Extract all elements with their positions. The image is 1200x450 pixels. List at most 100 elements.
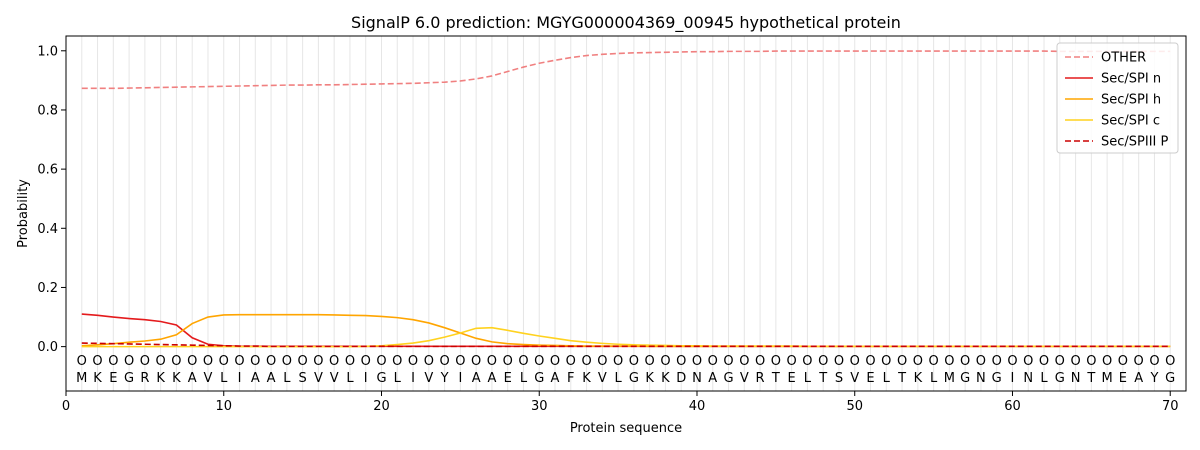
series-line-sec-spiii-p xyxy=(81,342,1171,348)
region-label: O xyxy=(676,354,686,369)
region-label: O xyxy=(1023,354,1033,369)
residue-label: N xyxy=(692,371,702,386)
region-label: O xyxy=(597,354,607,369)
region-label: O xyxy=(392,354,402,369)
legend-label: Sec/SPI n xyxy=(1101,72,1161,87)
region-label: O xyxy=(108,354,118,369)
series-line-sec-spi-h xyxy=(81,313,1171,348)
residue-label: D xyxy=(676,371,686,386)
residue-label: G xyxy=(723,371,733,386)
residue-label: E xyxy=(1119,371,1127,386)
residue-label: V xyxy=(314,371,323,386)
residue-label: R xyxy=(140,371,149,386)
x-tick-label: 40 xyxy=(689,399,706,414)
residue-label: L xyxy=(520,371,528,386)
residue-label: T xyxy=(771,371,780,386)
residue-label: A xyxy=(251,371,260,386)
residue-label: T xyxy=(1086,371,1095,386)
region-label: O xyxy=(739,354,749,369)
y-tick-label: 1.0 xyxy=(37,44,58,59)
region-label: O xyxy=(581,354,591,369)
region-label: O xyxy=(250,354,260,369)
x-tick-label: 10 xyxy=(215,399,232,414)
residue-label: I xyxy=(238,371,242,386)
region-label: O xyxy=(471,354,481,369)
residue-label: M xyxy=(944,371,955,386)
residue-label: I xyxy=(458,371,462,386)
region-label: O xyxy=(1102,354,1112,369)
region-label: O xyxy=(408,354,418,369)
region-label: O xyxy=(787,354,797,369)
series-line-sec-spi-c xyxy=(81,326,1171,348)
legend-label: Sec/SPI h xyxy=(1101,93,1161,108)
region-label: O xyxy=(802,354,812,369)
residue-label: V xyxy=(330,371,339,386)
residue-label: T xyxy=(897,371,906,386)
region-label: O xyxy=(203,354,213,369)
residue-label: I xyxy=(411,371,415,386)
residue-label: V xyxy=(740,371,749,386)
residue-label: F xyxy=(567,371,574,386)
residue-label: A xyxy=(708,371,717,386)
y-tick-label: 0.0 xyxy=(37,340,58,355)
series-line-other xyxy=(81,50,1171,90)
residue-label: M xyxy=(76,371,87,386)
residue-label: K xyxy=(172,371,181,386)
residue-label: G xyxy=(992,371,1002,386)
region-label: O xyxy=(187,354,197,369)
residue-label: I xyxy=(364,371,368,386)
residue-label: T xyxy=(818,371,827,386)
region-label: O xyxy=(976,354,986,369)
x-axis-ticks: 0 10 20 30 40 50 60 70 xyxy=(62,391,1179,414)
y-tick-label: 0.6 xyxy=(37,163,58,178)
region-label: O xyxy=(282,354,292,369)
residue-label: M xyxy=(1102,371,1113,386)
residue-label: K xyxy=(156,371,165,386)
y-axis-ticks: 0.0 0.2 0.4 0.6 0.8 1.0 xyxy=(37,44,66,355)
region-label: O xyxy=(455,354,465,369)
residue-label: K xyxy=(914,371,923,386)
residue-label: E xyxy=(866,371,874,386)
region-label: O xyxy=(1055,354,1065,369)
region-label: O xyxy=(723,354,733,369)
legend-box xyxy=(1056,42,1179,154)
region-label: O xyxy=(944,354,954,369)
legend-label: Sec/SPI c xyxy=(1101,114,1160,129)
residue-label: G xyxy=(124,371,134,386)
residue-label: S xyxy=(298,371,306,386)
x-tick-label: 50 xyxy=(846,399,863,414)
residue-label: A xyxy=(267,371,276,386)
region-label: O xyxy=(376,354,386,369)
series-lines xyxy=(81,50,1171,348)
region-label: O xyxy=(881,354,891,369)
residue-label: V xyxy=(598,371,607,386)
region-label: O xyxy=(566,354,576,369)
region-label: O xyxy=(913,354,923,369)
region-label: O xyxy=(897,354,907,369)
residue-label: L xyxy=(804,371,812,386)
residue-label: L xyxy=(883,371,891,386)
residue-label: N xyxy=(976,371,986,386)
plot-frame xyxy=(65,35,1187,392)
region-label: O xyxy=(518,354,528,369)
region-label: O xyxy=(329,354,339,369)
x-tick-label: 70 xyxy=(1162,399,1179,414)
region-label: O xyxy=(629,354,639,369)
residue-label: L xyxy=(614,371,622,386)
residue-label: A xyxy=(188,371,197,386)
residue-label: L xyxy=(1040,371,1048,386)
residue-label: Y xyxy=(1149,371,1158,386)
region-label: O xyxy=(361,354,371,369)
region-label: O xyxy=(708,354,718,369)
region-label: O xyxy=(1086,354,1096,369)
residue-label: G xyxy=(960,371,970,386)
residue-label: K xyxy=(661,371,670,386)
region-label: O xyxy=(156,354,166,369)
residue-label: A xyxy=(551,371,560,386)
y-tick-label: 0.4 xyxy=(37,222,58,237)
region-label: O xyxy=(992,354,1002,369)
region-label: O xyxy=(660,354,670,369)
region-label: O xyxy=(613,354,623,369)
residue-label: G xyxy=(534,371,544,386)
